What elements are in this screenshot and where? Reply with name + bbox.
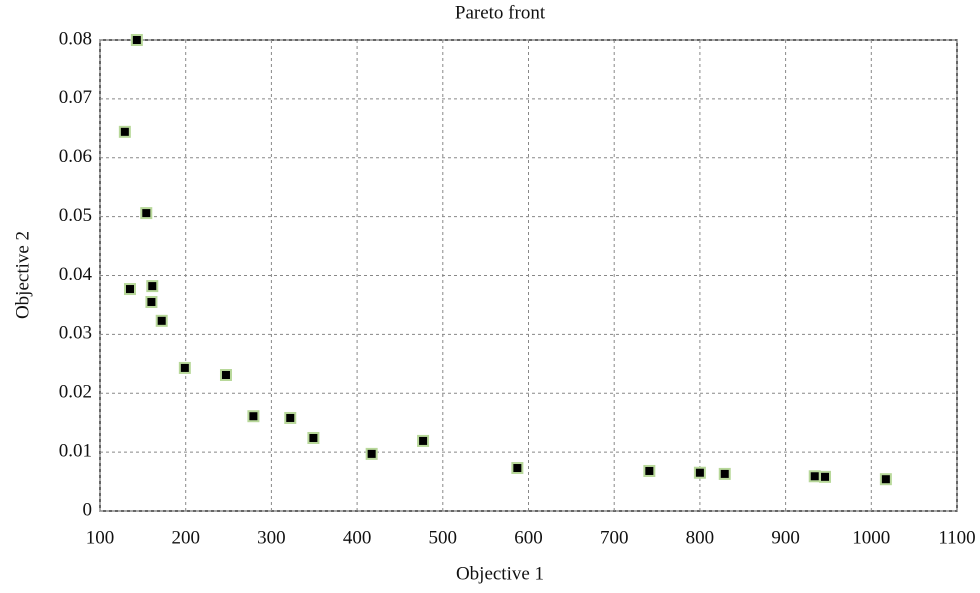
x-tick-label: 1100 xyxy=(938,527,975,548)
y-tick-label: 0.08 xyxy=(59,28,92,49)
point xyxy=(417,434,430,447)
x-tick-label: 400 xyxy=(343,527,372,548)
x-tick-label: 100 xyxy=(86,527,115,548)
point xyxy=(284,411,297,424)
x-tick-label: 800 xyxy=(686,527,715,548)
point xyxy=(155,314,168,327)
x-tick-label: 700 xyxy=(600,527,629,548)
point xyxy=(145,295,158,308)
point xyxy=(365,447,378,460)
y-tick-label: 0.06 xyxy=(59,146,92,167)
y-tick-label: 0.05 xyxy=(59,205,92,226)
y-tick-label: 0.04 xyxy=(59,264,93,285)
point xyxy=(693,466,706,479)
x-tick-label: 200 xyxy=(171,527,200,548)
y-tick-label: 0.07 xyxy=(59,87,92,108)
point xyxy=(123,283,136,296)
x-axis-label: Objective 1 xyxy=(456,563,544,584)
y-tick-label: 0 xyxy=(83,499,93,520)
x-tick-label: 300 xyxy=(257,527,286,548)
x-tick-label: 500 xyxy=(429,527,458,548)
point xyxy=(130,34,143,46)
y-tick-label: 0.03 xyxy=(59,323,92,344)
x-tick-label: 1000 xyxy=(852,527,890,548)
point xyxy=(219,368,232,381)
y-tick-label: 0.02 xyxy=(59,382,92,403)
point xyxy=(819,470,832,483)
point xyxy=(718,467,731,480)
x-tick-label: 900 xyxy=(771,527,800,548)
y-tick-label: 0.01 xyxy=(59,440,92,461)
point xyxy=(140,207,153,220)
chart-title: Pareto front xyxy=(455,2,546,23)
point xyxy=(146,280,159,293)
point xyxy=(118,125,131,138)
point xyxy=(643,464,656,477)
x-tick-label: 600 xyxy=(514,527,543,548)
point xyxy=(808,470,821,483)
point xyxy=(307,431,320,444)
point xyxy=(178,361,191,374)
point xyxy=(511,462,524,475)
point xyxy=(879,473,892,486)
point xyxy=(247,410,260,423)
y-axis-label: Objective 2 xyxy=(12,231,33,319)
